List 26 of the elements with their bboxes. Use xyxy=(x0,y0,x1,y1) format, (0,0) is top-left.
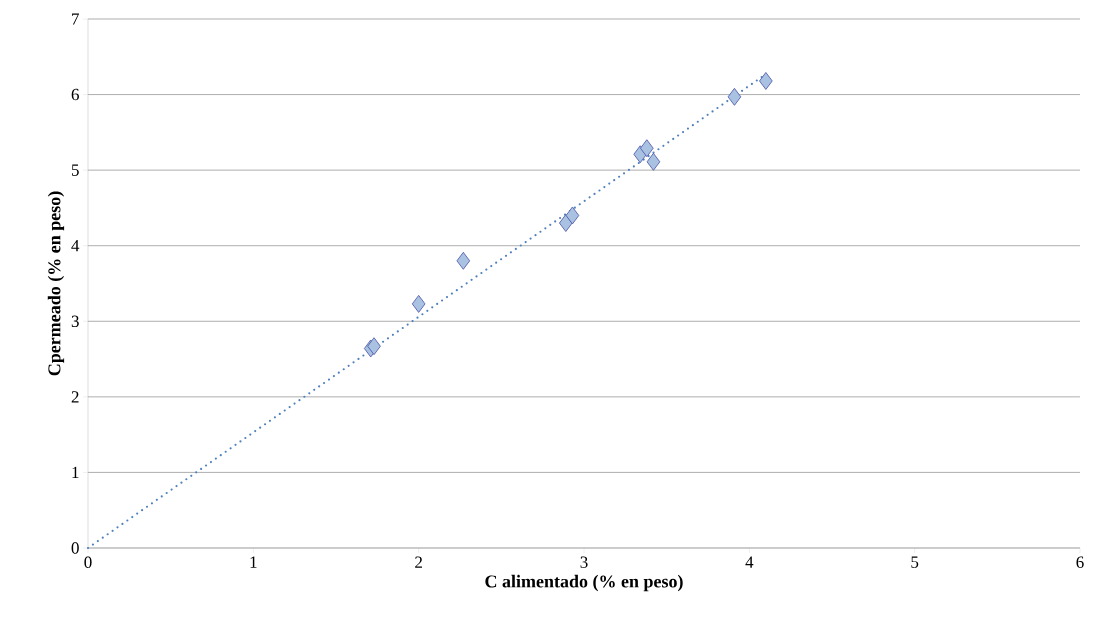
y-tick-label: 4 xyxy=(71,240,80,252)
x-tick-label: 4 xyxy=(745,556,754,568)
y-tick-label: 5 xyxy=(71,164,79,176)
y-tick-label: 6 xyxy=(71,88,79,101)
y-tick-label: 2 xyxy=(71,391,79,403)
point xyxy=(727,87,742,106)
point xyxy=(646,152,661,171)
point xyxy=(640,139,654,158)
x-tick-label: 6 xyxy=(1076,556,1084,568)
x-tick-label: 1 xyxy=(250,556,257,568)
y-axis-title: Cpermeado (% en peso) xyxy=(47,191,65,376)
x-tick-label: 2 xyxy=(415,556,422,568)
x-tick-label: 3 xyxy=(580,556,588,568)
x-axis-title: C alimentado (% en peso) xyxy=(485,574,683,592)
y-tick-label: 1 xyxy=(72,466,79,479)
y-tick-label: 7 xyxy=(72,13,79,25)
x-tick-label: 0 xyxy=(84,556,92,568)
point xyxy=(411,295,426,313)
point xyxy=(456,251,471,270)
y-tick-label: 0 xyxy=(71,542,79,554)
point xyxy=(559,214,573,232)
y-tick-label: 3 xyxy=(71,315,79,327)
x-tick-label: 5 xyxy=(911,556,919,568)
point xyxy=(367,337,381,356)
point xyxy=(565,206,580,225)
point xyxy=(759,72,773,90)
